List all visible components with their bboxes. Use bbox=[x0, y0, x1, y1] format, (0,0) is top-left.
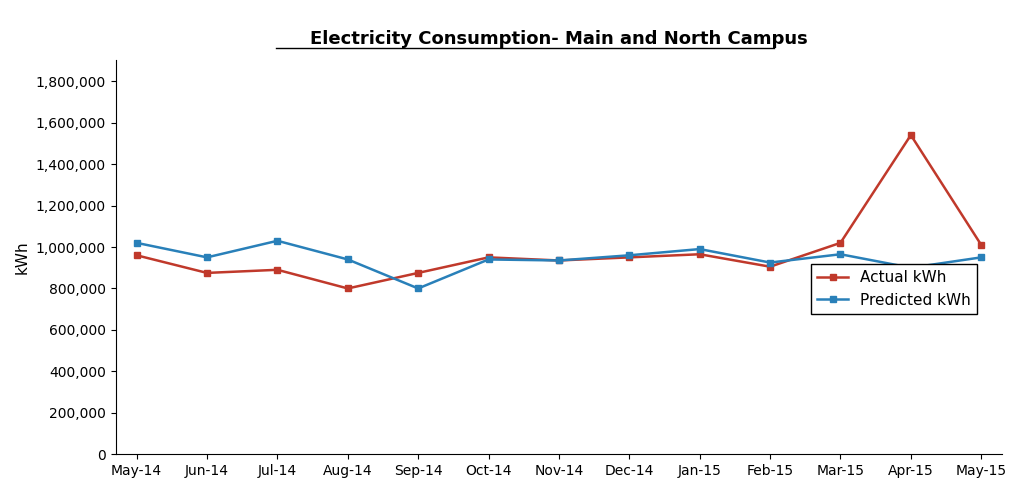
Actual kWh bbox=[624, 254, 636, 260]
Actual kWh bbox=[412, 270, 424, 276]
Predicted kWh bbox=[271, 238, 284, 244]
Predicted kWh bbox=[342, 256, 354, 262]
Predicted kWh bbox=[693, 246, 706, 252]
Predicted kWh bbox=[624, 252, 636, 258]
Predicted kWh bbox=[482, 256, 495, 262]
Predicted kWh bbox=[553, 257, 565, 263]
Actual kWh bbox=[342, 285, 354, 291]
Predicted kWh bbox=[201, 254, 213, 260]
Predicted kWh bbox=[130, 240, 142, 246]
Line: Actual kWh: Actual kWh bbox=[133, 132, 985, 292]
Predicted kWh bbox=[904, 265, 916, 271]
Title: Electricity Consumption- Main and North Campus: Electricity Consumption- Main and North … bbox=[310, 30, 808, 48]
Legend: Actual kWh, Predicted kWh: Actual kWh, Predicted kWh bbox=[811, 264, 977, 314]
Actual kWh bbox=[975, 242, 987, 248]
Y-axis label: kWh: kWh bbox=[15, 241, 30, 274]
Actual kWh bbox=[482, 254, 495, 260]
Actual kWh bbox=[130, 252, 142, 258]
Actual kWh bbox=[271, 267, 284, 273]
Predicted kWh bbox=[412, 285, 424, 291]
Actual kWh bbox=[201, 270, 213, 276]
Actual kWh bbox=[693, 251, 706, 257]
Actual kWh bbox=[835, 240, 847, 246]
Predicted kWh bbox=[764, 260, 776, 266]
Actual kWh bbox=[904, 132, 916, 138]
Line: Predicted kWh: Predicted kWh bbox=[133, 237, 985, 292]
Predicted kWh bbox=[835, 251, 847, 257]
Predicted kWh bbox=[975, 254, 987, 260]
Actual kWh bbox=[553, 257, 565, 263]
Actual kWh bbox=[764, 264, 776, 270]
